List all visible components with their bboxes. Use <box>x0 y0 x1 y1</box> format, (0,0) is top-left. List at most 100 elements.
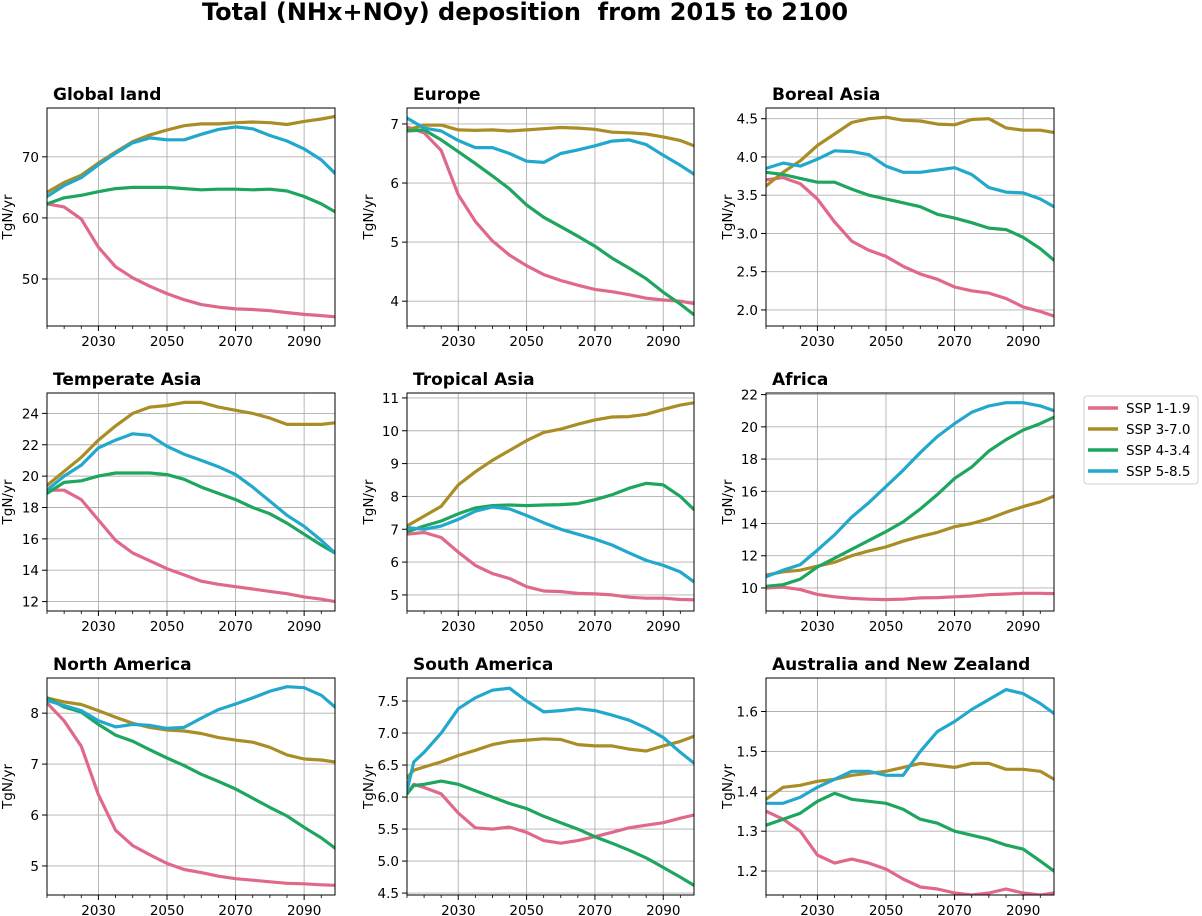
x-tick-label: 2030 <box>441 903 475 916</box>
x-tick-label: 2070 <box>578 334 612 350</box>
series-line-ssp-5-8-5 <box>407 686 694 793</box>
subplot-europe: 2030 2050 2070 2090 4 5 6 7 TgN/yr Europe <box>361 85 695 350</box>
y-axis-label: TgN/yr <box>720 764 736 810</box>
x-tick-label: 2070 <box>578 619 612 635</box>
subplot-north-america: 2030 2050 2070 2090 5 6 7 8 TgN/yr North America <box>0 655 336 916</box>
series-line-ssp-5-8-5 <box>407 116 694 176</box>
subplot-temperate-asia: 2030 2050 2070 2090 12 14 16 18 20 22 24 TgN/yr Temp… <box>0 370 336 635</box>
x-tick-label: 2030 <box>81 903 115 916</box>
y-tick-label: 5.5 <box>378 822 399 838</box>
y-tick-label: 18 <box>22 500 39 516</box>
x-tick-label: 2090 <box>1006 334 1040 350</box>
axes-frame <box>46 677 336 896</box>
y-tick-label: 6 <box>390 555 399 571</box>
subplot-title: Africa <box>772 370 828 390</box>
y-tick-label: 8 <box>390 489 399 505</box>
x-tick-label: 2090 <box>1006 619 1040 635</box>
y-tick-label: 6.0 <box>378 790 399 806</box>
series-line-ssp-1-1-9 <box>407 530 694 602</box>
x-tick-label: 2030 <box>441 619 475 635</box>
y-axis-label: TgN/yr <box>0 764 16 810</box>
subplot-title: Australia and New Zealand <box>772 655 1030 675</box>
series-line-ssp-5-8-5 <box>47 125 335 199</box>
subplot-title: Tropical Asia <box>413 370 535 390</box>
series-line-ssp-3-7-0 <box>766 115 1054 188</box>
x-tick-label: 2030 <box>800 334 834 350</box>
series-line-ssp-1-1-9 <box>47 202 335 319</box>
y-tick-label: 4.5 <box>378 886 399 902</box>
y-tick-label: 14 <box>22 563 39 579</box>
series-line-ssp-5-8-5 <box>766 149 1054 209</box>
series-line-ssp-4-3-4 <box>47 185 335 214</box>
y-tick-label: 6 <box>390 176 399 192</box>
series-line-ssp-1-1-9 <box>766 809 1054 895</box>
series-line-ssp-3-7-0 <box>47 696 335 764</box>
series-line-ssp-4-3-4 <box>766 170 1054 262</box>
subplot-title: Boreal Asia <box>772 85 880 105</box>
x-tick-label: 2050 <box>509 334 543 350</box>
legend: SSP 1-1.9 SSP 3-7.0 SSP 4-3.4 SSP 5-8.5 <box>1083 395 1199 485</box>
y-tick-label: 5.0 <box>378 854 399 870</box>
legend-label: SSP 5-8.5 <box>1126 464 1191 480</box>
subplot-tropical-asia: 2030 2050 2070 2090 5 6 7 8 9 10 11 TgN/yr Tropical … <box>361 370 695 635</box>
axes-frame <box>765 677 1055 896</box>
y-tick-label: 7 <box>390 522 399 538</box>
y-tick-label: 12 <box>741 549 758 565</box>
x-tick-label: 2050 <box>869 619 903 635</box>
series-line-ssp-1-1-9 <box>47 488 335 604</box>
y-tick-label: 1.6 <box>737 705 758 721</box>
y-tick-label: 6.5 <box>378 758 399 774</box>
y-tick-label: 24 <box>22 406 39 422</box>
series-line-ssp-5-8-5 <box>407 505 694 584</box>
y-tick-label: 18 <box>741 452 758 468</box>
series-line-ssp-3-7-0 <box>47 114 335 194</box>
legend-label: SSP 1-1.9 <box>1126 401 1191 417</box>
x-tick-label: 2070 <box>218 619 252 635</box>
y-tick-label: 20 <box>741 420 758 436</box>
y-axis-label: TgN/yr <box>361 764 377 810</box>
subplot-title: South America <box>413 655 553 675</box>
series-line-ssp-5-8-5 <box>47 432 335 555</box>
x-tick-label: 2050 <box>150 903 184 916</box>
x-tick-label: 2070 <box>578 903 612 916</box>
subplot-title: Europe <box>413 85 480 105</box>
y-tick-label: 1.2 <box>737 864 758 880</box>
series-line-ssp-1-1-9 <box>407 125 694 306</box>
subplot-australia-and-new-zealand: 2030 2050 2070 2090 1.2 1.3 1.4 1.5 1.6 TgN/yr Aus… <box>720 655 1055 916</box>
series-line-ssp-3-7-0 <box>407 123 694 148</box>
series-line-ssp-5-8-5 <box>47 685 335 731</box>
y-tick-label: 12 <box>22 595 39 611</box>
y-tick-label: 3.0 <box>737 226 758 242</box>
series-line-ssp-4-3-4 <box>766 415 1054 588</box>
y-tick-label: 16 <box>741 484 758 500</box>
y-tick-label: 5 <box>30 859 39 875</box>
y-axis-label: TgN/yr <box>0 194 16 240</box>
axes-frame <box>765 392 1055 612</box>
series-line-ssp-4-3-4 <box>407 128 694 317</box>
y-tick-label: 4.5 <box>737 112 758 128</box>
x-tick-label: 2050 <box>869 334 903 350</box>
subplot-africa: 2030 2050 2070 2090 10 12 14 16 18 20 22 TgN/yr Afri… <box>720 370 1055 635</box>
y-tick-label: 10 <box>382 424 399 440</box>
y-tick-label: 7.5 <box>378 694 399 710</box>
x-tick-label: 2090 <box>1006 903 1040 916</box>
series-line-ssp-1-1-9 <box>47 701 335 887</box>
axes-frame <box>46 107 336 327</box>
axes-frame <box>406 392 695 612</box>
y-axis-label: TgN/yr <box>0 479 16 525</box>
y-axis-label: TgN/yr <box>720 194 736 240</box>
y-tick-label: 5 <box>390 235 399 251</box>
subplot-boreal-asia: 2030 2050 2070 2090 2.0 2.5 3.0 3.5 4.0 4.5 TgN/yr… <box>720 85 1055 350</box>
x-tick-label: 2050 <box>509 619 543 635</box>
series-line-ssp-4-3-4 <box>47 471 335 555</box>
y-tick-label: 60 <box>22 211 39 227</box>
x-tick-label: 2070 <box>937 903 971 916</box>
x-tick-label: 2090 <box>287 903 321 916</box>
subplot-global-land: 2030 2050 2070 2090 50 60 70 TgN/yr Global land <box>0 85 336 350</box>
y-tick-label: 22 <box>22 438 39 454</box>
x-tick-label: 2030 <box>81 619 115 635</box>
series-line-ssp-1-1-9 <box>766 585 1054 602</box>
axes-frame <box>406 677 695 896</box>
series-line-ssp-4-3-4 <box>407 481 694 534</box>
